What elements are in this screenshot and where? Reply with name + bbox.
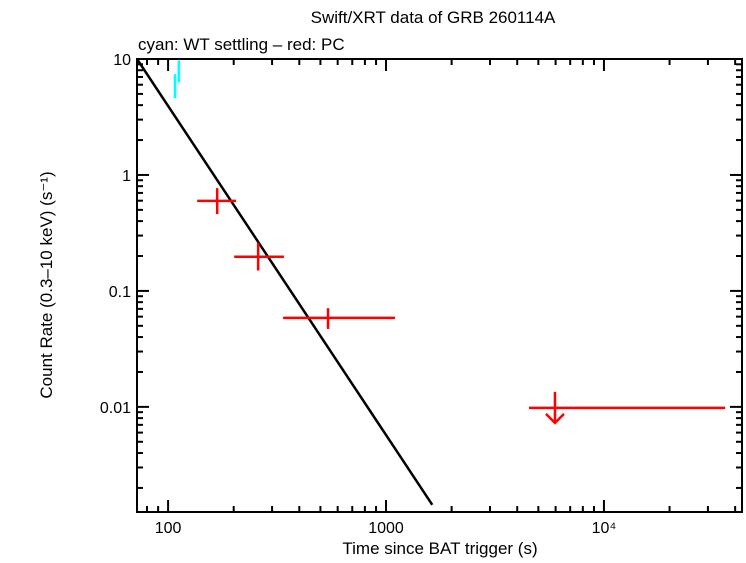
x-tick-label: 100 bbox=[155, 520, 182, 537]
model-line bbox=[135, 58, 434, 506]
chart-title: Swift/XRT data of GRB 260114A bbox=[311, 8, 556, 27]
y-tick-label: 10 bbox=[113, 52, 131, 69]
y-tick-label: 0.1 bbox=[109, 284, 131, 301]
y-axis-label: Count Rate (0.3–10 keV) (s⁻¹) bbox=[37, 171, 56, 398]
y-tick-label: 0.01 bbox=[100, 400, 131, 417]
x-tick-label: 10⁴ bbox=[592, 520, 617, 537]
y-tick-label: 1 bbox=[122, 168, 131, 185]
upper-limit-arrow-head bbox=[545, 413, 565, 425]
plot-frame bbox=[136, 58, 743, 513]
x-tick-label: 1000 bbox=[368, 520, 404, 537]
x-axis-label: Time since BAT trigger (s) bbox=[342, 539, 537, 558]
chart-subtitle: cyan: WT settling – red: PC bbox=[138, 35, 345, 54]
